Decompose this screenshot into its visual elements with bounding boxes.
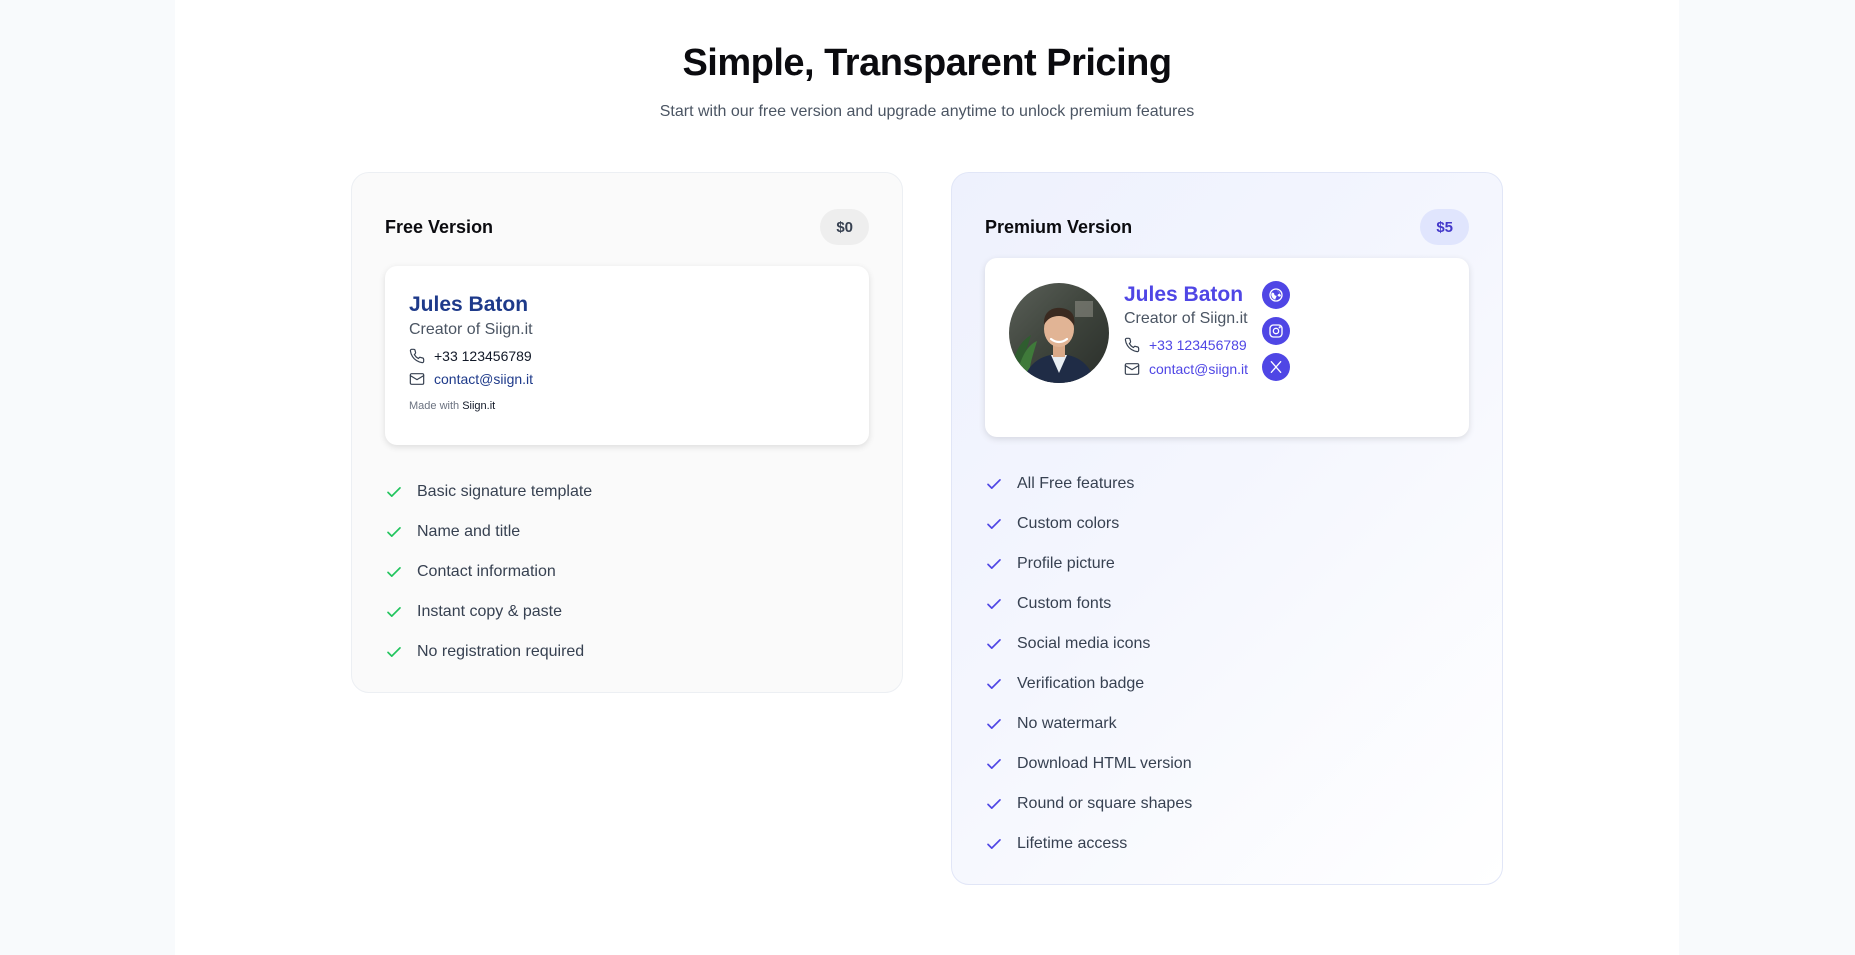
page-title: Simple, Transparent Pricing [682, 42, 1172, 84]
premium-signature-preview: Jules Baton Creator of Siign.it +33 1234… [985, 258, 1469, 437]
check-icon [987, 479, 1001, 489]
instagram-icon[interactable] [1262, 317, 1290, 345]
check-icon [987, 799, 1001, 809]
premium-plan-card: Premium Version $5 [951, 172, 1503, 885]
feature-item: Custom fonts [985, 584, 1192, 624]
page: Simple, Transparent Pricing Start with o… [175, 0, 1679, 955]
phone-icon [1124, 337, 1140, 353]
check-icon [987, 719, 1001, 729]
check-icon [387, 527, 401, 537]
signature-email[interactable]: contact@siign.it [409, 371, 533, 387]
free-plan-card: Free Version $0 Jules Baton Creator of S… [351, 172, 903, 693]
profile-photo-icon [1009, 283, 1109, 383]
x-icon[interactable] [1262, 353, 1290, 381]
check-icon [987, 679, 1001, 689]
mail-icon [1124, 363, 1140, 375]
check-icon [987, 759, 1001, 769]
feature-item: Lifetime access [985, 824, 1192, 864]
signature-email[interactable]: contact@siign.it [1124, 361, 1248, 377]
check-icon [387, 487, 401, 497]
check-icon [987, 599, 1001, 609]
globe-icon[interactable] [1262, 281, 1290, 309]
free-signature-preview: Jules Baton Creator of Siign.it +33 1234… [385, 266, 869, 445]
made-with-brand[interactable]: Siign.it [462, 400, 496, 412]
signature-name: Jules Baton [409, 293, 529, 316]
free-plan-title: Free Version [385, 216, 494, 237]
free-features-list: Basic signature template Name and title … [385, 472, 592, 672]
feature-item: Basic signature template [385, 472, 592, 512]
feature-item: Social media icons [985, 624, 1192, 664]
check-icon [387, 607, 401, 617]
feature-item: Download HTML version [985, 744, 1192, 784]
signature-name: Jules Baton [1124, 283, 1244, 306]
page-subtitle: Start with our free version and upgrade … [659, 103, 1195, 120]
premium-plan-title: Premium Version [985, 216, 1133, 237]
check-icon [387, 567, 401, 577]
feature-item: No registration required [385, 632, 592, 672]
feature-item: Round or square shapes [985, 784, 1192, 824]
feature-item: Custom colors [985, 504, 1192, 544]
check-icon [387, 647, 401, 657]
feature-item: Profile picture [985, 544, 1192, 584]
feature-item: Contact information [385, 552, 592, 592]
premium-plan-header: Premium Version $5 [985, 209, 1469, 245]
feature-item: All Free features [985, 464, 1192, 504]
mail-icon [409, 373, 425, 385]
signature-phone[interactable]: +33 123456789 [1124, 337, 1248, 353]
free-plan-header: Free Version $0 [385, 209, 869, 245]
premium-price-badge: $5 [1420, 209, 1469, 245]
premium-features-list: All Free features Custom colors Profile … [985, 464, 1192, 864]
feature-item: Instant copy & paste [385, 592, 592, 632]
made-with-watermark: Made with Siign.it [409, 400, 496, 412]
check-icon [987, 639, 1001, 649]
free-price-badge: $0 [820, 209, 869, 245]
feature-item: No watermark [985, 704, 1192, 744]
check-icon [987, 559, 1001, 569]
feature-item: Verification badge [985, 664, 1192, 704]
phone-icon [409, 348, 425, 364]
check-icon [987, 839, 1001, 849]
check-icon [987, 519, 1001, 529]
signature-role: Creator of Siign.it [409, 321, 533, 338]
feature-item: Name and title [385, 512, 592, 552]
avatar [1009, 283, 1109, 383]
social-icons [1262, 281, 1290, 389]
signature-role: Creator of Siign.it [1124, 310, 1248, 327]
signature-phone: +33 123456789 [409, 348, 533, 364]
